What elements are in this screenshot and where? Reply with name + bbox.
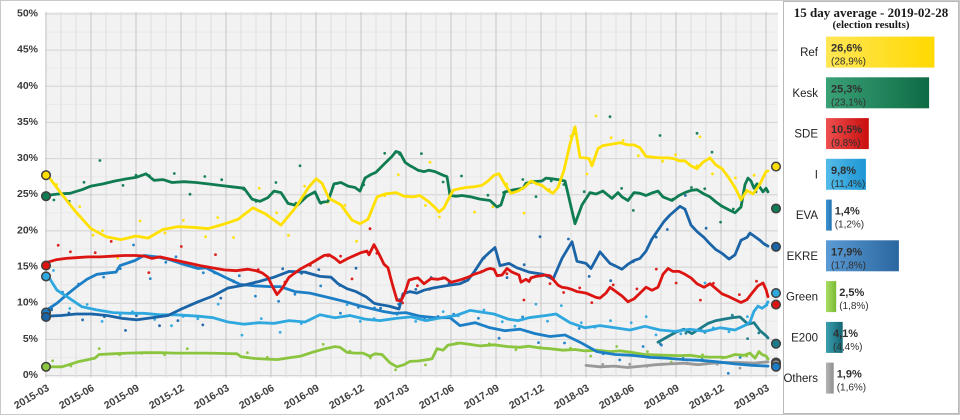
svg-text:EKRE: EKRE: [787, 251, 819, 263]
svg-text:Green: Green: [786, 292, 818, 304]
svg-text:9,8%: 9,8%: [831, 165, 856, 177]
svg-text:4,1%: 4,1%: [833, 328, 858, 340]
svg-text:5%: 5%: [23, 333, 39, 345]
svg-text:(1,2%): (1,2%): [835, 220, 864, 231]
svg-text:45%: 45%: [17, 44, 39, 56]
svg-text:1,4%: 1,4%: [835, 206, 860, 218]
svg-text:SDE: SDE: [794, 129, 818, 141]
svg-text:(11,4%): (11,4%): [831, 179, 865, 190]
svg-text:E200: E200: [791, 332, 818, 344]
svg-text:15 day average - 2019-02-28: 15 day average - 2019-02-28: [794, 5, 949, 20]
svg-text:35%: 35%: [17, 116, 39, 128]
svg-text:Ref: Ref: [800, 47, 819, 59]
svg-text:(1,8%): (1,8%): [839, 301, 868, 312]
svg-text:17,9%: 17,9%: [831, 246, 862, 258]
svg-text:50%: 50%: [17, 8, 39, 20]
svg-text:(28,9%): (28,9%): [831, 57, 866, 68]
svg-text:25,3%: 25,3%: [831, 83, 862, 95]
svg-text:EVA: EVA: [796, 210, 818, 222]
svg-text:10%: 10%: [17, 297, 39, 309]
svg-text:Kesk: Kesk: [792, 88, 818, 100]
svg-text:30%: 30%: [17, 152, 39, 164]
svg-text:1,9%: 1,9%: [837, 369, 862, 381]
svg-text:25%: 25%: [17, 188, 39, 200]
svg-text:I: I: [815, 169, 818, 181]
svg-text:10,5%: 10,5%: [831, 124, 862, 136]
svg-text:(9,8%): (9,8%): [831, 138, 860, 149]
svg-text:(election results): (election results): [832, 19, 909, 31]
svg-text:Others: Others: [783, 373, 818, 385]
svg-text:(17,8%): (17,8%): [831, 260, 866, 271]
svg-text:2,5%: 2,5%: [839, 287, 864, 299]
svg-text:15%: 15%: [17, 261, 39, 273]
svg-text:(1,6%): (1,6%): [837, 383, 866, 394]
svg-text:(4,4%): (4,4%): [833, 342, 862, 353]
svg-text:0%: 0%: [23, 369, 39, 381]
svg-text:20%: 20%: [17, 224, 39, 236]
svg-text:26,6%: 26,6%: [831, 43, 862, 55]
svg-text:(23,1%): (23,1%): [831, 97, 866, 108]
svg-text:40%: 40%: [17, 80, 39, 92]
